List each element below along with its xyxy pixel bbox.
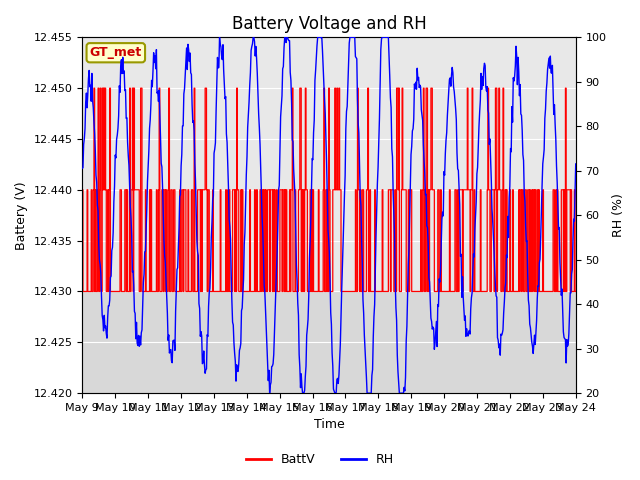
Bar (83, 37, 576, 291)
X-axis label: Time: Time (314, 419, 344, 432)
Text: GT_met: GT_met (90, 46, 142, 59)
Title: Battery Voltage and RH: Battery Voltage and RH (232, 15, 426, 33)
Y-axis label: Battery (V): Battery (V) (15, 181, 28, 250)
Y-axis label: RH (%): RH (%) (612, 193, 625, 237)
Legend: BattV, RH: BattV, RH (241, 448, 399, 471)
